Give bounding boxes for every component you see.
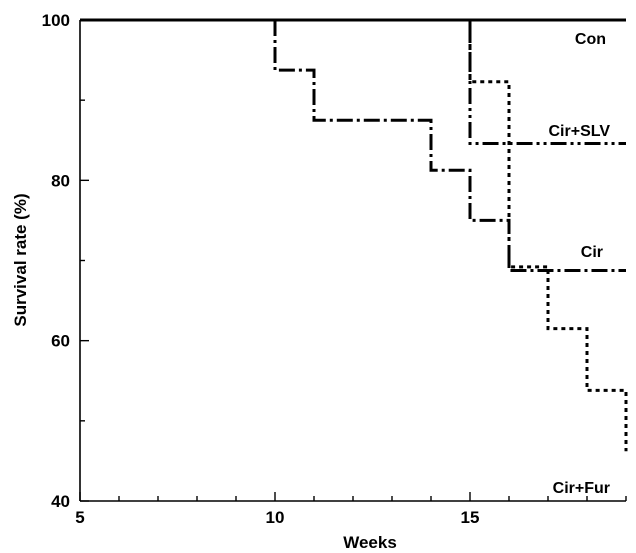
series-line-cir-fur (468, 20, 628, 452)
y-axis-title: Survival rate (%) (11, 193, 30, 326)
y-ticks (80, 19, 89, 502)
x-axis-title: Weeks (343, 533, 397, 552)
x-tick-labels: 5 10 15 (75, 508, 479, 527)
x-ticks (79, 492, 627, 501)
series-label: Cir+SLV (549, 123, 611, 140)
plot-area: 5 10 15 40 60 80 100 Con Cir+SLV Cir Cir+Fur (42, 11, 628, 527)
y-tick-labels: 40 60 80 100 (42, 11, 70, 511)
series-layer (80, 18, 628, 452)
series-label: Cir+Fur (553, 480, 610, 497)
series-line-cir (273, 20, 626, 273)
y-tick-label: 100 (42, 11, 70, 30)
x-tick-label: 10 (266, 508, 285, 527)
series-label: Con (575, 31, 606, 48)
y-tick-label: 40 (51, 492, 70, 511)
y-tick-label: 60 (51, 332, 70, 351)
series-label: Cir (581, 244, 603, 261)
x-tick-label: 5 (75, 508, 84, 527)
y-tick-label: 80 (51, 171, 70, 190)
x-tick-label: 15 (461, 508, 480, 527)
series-labels: Con Cir+SLV Cir Cir+Fur (549, 31, 611, 497)
